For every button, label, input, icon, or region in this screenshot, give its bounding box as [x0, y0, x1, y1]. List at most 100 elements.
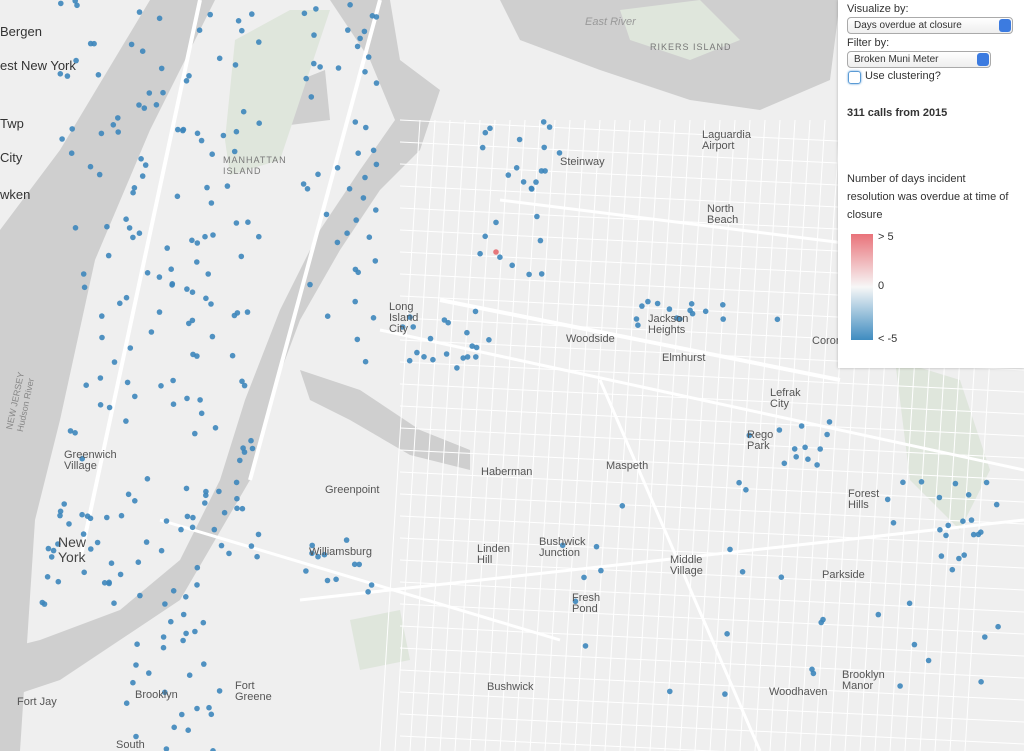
street — [379, 119, 421, 751]
filter-select[interactable]: Broken Muni Meter — [847, 51, 991, 68]
incident-dot — [406, 357, 413, 364]
incident-dot — [938, 553, 945, 559]
incident-dot — [995, 623, 1001, 630]
incident-dot — [244, 309, 251, 315]
incident-dot — [884, 496, 891, 503]
incident-dot — [220, 132, 227, 139]
incident-dot — [255, 233, 262, 240]
incident-dot — [960, 518, 966, 524]
street — [399, 559, 1024, 591]
place-label: City — [0, 150, 23, 165]
incident-dot — [203, 492, 209, 499]
incident-dot — [39, 599, 46, 606]
place-label: Brooklyn — [135, 689, 178, 701]
incident-dot — [97, 402, 104, 408]
incident-dot — [137, 592, 143, 599]
incident-dot — [493, 249, 499, 255]
incident-dot — [373, 80, 380, 86]
street — [394, 119, 436, 751]
incident-dot — [44, 574, 51, 580]
incident-dot — [79, 511, 85, 518]
incident-dot — [125, 491, 132, 498]
street — [399, 405, 1024, 437]
place-labels: Bergen est New York Twp City wken East River R… — [0, 16, 885, 751]
incident-dot — [317, 64, 323, 70]
incident-dot — [224, 183, 231, 189]
place-label: Village — [64, 460, 97, 472]
clustering-label[interactable]: Use clustering? — [865, 70, 941, 82]
street — [439, 119, 481, 751]
incident-dot — [993, 501, 1000, 508]
incident-dot — [791, 446, 798, 452]
incident-dot — [194, 582, 200, 588]
incident-dot — [156, 15, 163, 22]
street — [454, 119, 496, 751]
incident-dot — [493, 219, 499, 226]
street — [679, 119, 721, 751]
street — [664, 119, 706, 751]
place-label: wken — [0, 187, 30, 202]
incident-dot — [355, 269, 362, 276]
incident-dot — [362, 174, 368, 181]
incident-dot — [72, 225, 79, 231]
incident-dot — [241, 382, 248, 389]
incident-dot — [117, 300, 123, 307]
incident-dot — [132, 393, 138, 400]
incident-dot — [245, 219, 251, 225]
incident-dot — [978, 529, 984, 535]
incident-dot — [66, 521, 72, 527]
incident-dot — [123, 700, 130, 706]
incident-dot — [354, 336, 361, 343]
incident-dot — [399, 324, 406, 330]
incident-dot — [218, 542, 225, 549]
street — [769, 119, 811, 751]
incident-dot — [81, 284, 88, 291]
incident-dot — [360, 195, 367, 201]
incident-dot — [139, 48, 146, 54]
incident-dot — [233, 128, 240, 135]
control-panel: Visualize by: Days overdue at closure Fi… — [838, 0, 1024, 368]
incident-dot — [226, 550, 232, 557]
incident-dot — [633, 316, 640, 322]
street — [604, 119, 646, 751]
visualize-select[interactable]: Days overdue at closure — [847, 17, 1013, 34]
incident-dot — [469, 343, 476, 349]
street — [424, 119, 466, 751]
incident-dot — [194, 259, 200, 265]
incident-dot — [208, 301, 214, 307]
incident-dot — [144, 270, 151, 276]
incident-dot — [132, 498, 138, 504]
incident-dot — [206, 704, 212, 711]
incident-dot — [141, 105, 148, 111]
incident-dot — [87, 163, 94, 170]
incident-dot — [104, 223, 110, 230]
incident-dot — [164, 245, 170, 251]
incident-dot — [179, 711, 185, 718]
incident-dot — [160, 89, 166, 96]
place-label: Greene — [235, 691, 272, 703]
legend-label: < -5 — [878, 333, 898, 345]
incident-dot — [505, 172, 512, 178]
incident-dot — [355, 150, 362, 156]
clustering-checkbox[interactable] — [848, 71, 861, 84]
incident-dot — [487, 125, 493, 132]
incident-dot — [351, 561, 358, 568]
incident-dot — [581, 574, 587, 581]
incident-dot — [58, 0, 64, 7]
summary: 311 calls from 2015 — [847, 107, 948, 119]
incident-dot — [357, 35, 363, 42]
incident-dot — [414, 349, 420, 356]
street — [399, 625, 1024, 657]
incident-dot — [307, 281, 313, 288]
incident-dot — [334, 165, 341, 171]
incident-dot — [180, 126, 187, 133]
incident-dot — [688, 301, 695, 307]
street — [484, 119, 526, 751]
incident-dot — [464, 329, 470, 336]
incident-dot — [88, 546, 94, 552]
incident-dot — [99, 334, 105, 341]
street — [784, 119, 826, 751]
incident-dot — [110, 122, 117, 128]
incident-dot — [943, 532, 949, 539]
incident-dot — [57, 71, 64, 77]
